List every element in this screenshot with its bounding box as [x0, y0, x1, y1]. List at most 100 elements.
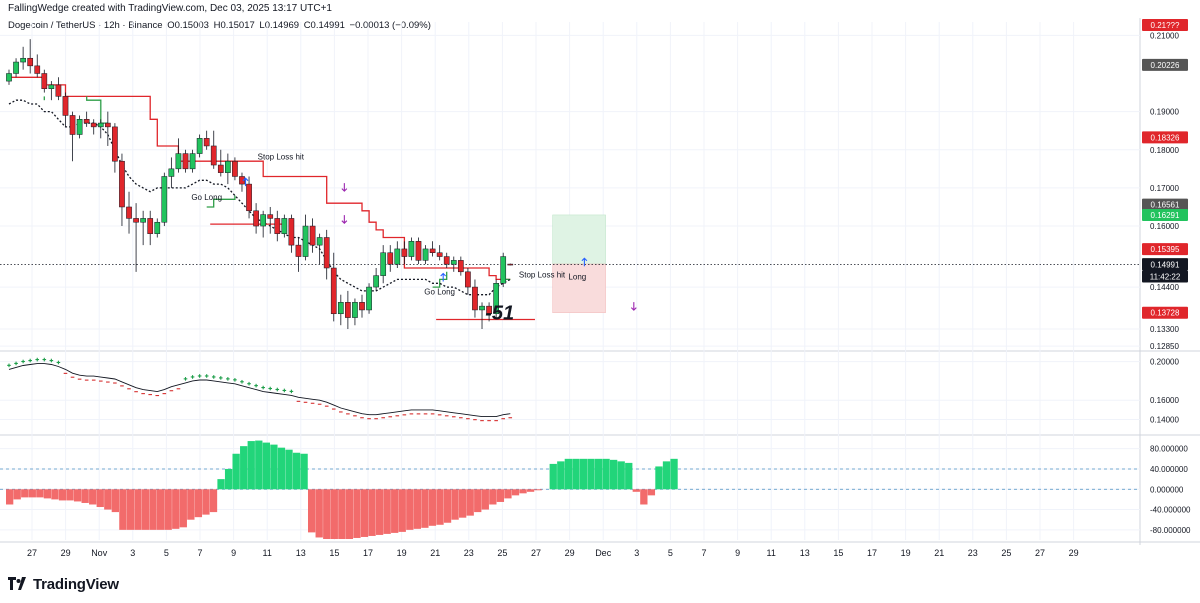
candle-body: [408, 241, 415, 257]
histogram-bar: [640, 489, 648, 505]
candle-body: [154, 221, 161, 234]
trading-chart[interactable]: Go Long Stop Loss hit Go Long Stop Loss hit…: [0, 0, 1200, 570]
histogram-bar: [625, 462, 633, 490]
candle-body: [387, 252, 394, 265]
candle-body: [429, 248, 436, 253]
candle-body: [443, 256, 450, 265]
histogram-bar: [141, 489, 150, 530]
price-tag-label: 0.18326: [1151, 133, 1180, 142]
result-label: -51: [485, 302, 514, 324]
price-tag: [1142, 131, 1188, 144]
candle-body: [182, 153, 189, 170]
candle-body: [126, 206, 132, 219]
price-tag: [1142, 58, 1188, 71]
candles: [6, 39, 514, 330]
candle-body: [330, 267, 337, 315]
ohlc-close: C0.14991: [303, 20, 345, 31]
candle-body: [380, 252, 387, 276]
symbol-title[interactable]: Dogecoin / TetherUS · 12h · Binance: [8, 20, 163, 31]
time-label: 19: [901, 548, 911, 558]
histogram-bar: [262, 442, 270, 490]
price-tag-label: 0.21???: [1151, 21, 1180, 30]
histogram-bar: [21, 489, 29, 498]
candle-body: [422, 248, 429, 261]
countdown-label: 11:42:22: [1150, 273, 1181, 282]
time-label: 3: [130, 548, 135, 558]
trailing-support-line: [432, 271, 448, 288]
histogram-bar: [209, 489, 218, 513]
histogram-bar: [43, 489, 52, 499]
arrow-up-icon: [581, 257, 588, 267]
time-label: 27: [531, 548, 541, 558]
target-zone: [552, 214, 606, 265]
candle-body: [352, 302, 358, 318]
histogram-bar: [587, 458, 595, 490]
time-label: Nov: [91, 548, 108, 558]
histogram-bar: [489, 489, 497, 505]
candle-body: [288, 218, 295, 246]
candle-body: [161, 176, 168, 223]
time-label: 25: [1001, 548, 1011, 558]
histogram-bar: [345, 489, 354, 539]
time-label: 27: [27, 548, 37, 558]
candle-body: [41, 73, 48, 89]
time-label: 11: [767, 548, 776, 558]
histogram-bar: [51, 489, 59, 500]
candle-body: [20, 57, 26, 63]
time-label: 11: [263, 548, 272, 558]
time-label: 19: [397, 548, 407, 558]
price-tick-label: 0.19000: [1150, 108, 1179, 117]
signal-label: Go Long: [424, 288, 455, 297]
candle-body: [281, 218, 288, 234]
histogram-bar: [330, 489, 338, 539]
price-tick-label: 80.000000: [1150, 445, 1188, 454]
histogram-bar: [398, 489, 406, 532]
histogram-bar: [89, 489, 97, 505]
tradingview-logo-icon: [8, 577, 26, 590]
price-tick-label: 0.12850: [1150, 342, 1179, 351]
candle-body: [104, 122, 111, 128]
histogram-bar: [572, 458, 580, 490]
histogram-bar: [519, 489, 527, 494]
price-tick-label: 0.16000: [1150, 396, 1179, 405]
histogram-bar: [375, 489, 384, 535]
candle-body: [274, 218, 281, 234]
time-label: 21: [934, 548, 944, 558]
histogram-bar: [247, 441, 255, 490]
signal-label: Long: [568, 272, 586, 281]
histogram-bar: [285, 449, 293, 490]
arrow-up-icon: [440, 272, 447, 282]
oscillator-pane: [6, 440, 678, 539]
price-tick-label: 40.000000: [1150, 465, 1188, 474]
price-tag-label: 0.14991: [1151, 261, 1180, 270]
time-label: Dec: [595, 548, 612, 558]
histogram-bar: [617, 461, 625, 490]
histogram-bar: [13, 489, 21, 500]
histogram-bar: [202, 489, 210, 515]
histogram-bar: [134, 489, 142, 530]
histogram-bar: [662, 461, 671, 490]
histogram-bar: [187, 489, 195, 520]
price-tag-label: 0.20226: [1151, 61, 1180, 70]
price-tag: [1142, 208, 1188, 221]
histogram-bar: [111, 489, 119, 513]
price-tag-label: 0.15395: [1151, 245, 1180, 254]
candle-body: [76, 119, 83, 135]
histogram-bar: [172, 489, 180, 529]
candle-body: [472, 286, 478, 311]
histogram-bar: [436, 489, 444, 525]
arrow-up-icon: [242, 177, 249, 187]
histogram-bar: [526, 489, 535, 492]
histogram-bar: [428, 489, 437, 526]
histogram-bar: [104, 489, 112, 510]
price-tag-label: 0.16291: [1151, 211, 1180, 220]
histogram-bar: [413, 489, 421, 529]
candle-body: [486, 305, 492, 315]
histogram-bar: [28, 489, 36, 498]
candle-body: [500, 256, 507, 284]
price-axis: 0.21000 0.19000 0.18000 0.17000 0.16000 0.144…: [1142, 19, 1191, 535]
histogram-bar: [255, 440, 263, 490]
time-label: 13: [800, 548, 810, 558]
price-tag: [1142, 243, 1188, 256]
price-tick-label: 0.17000: [1150, 184, 1179, 193]
